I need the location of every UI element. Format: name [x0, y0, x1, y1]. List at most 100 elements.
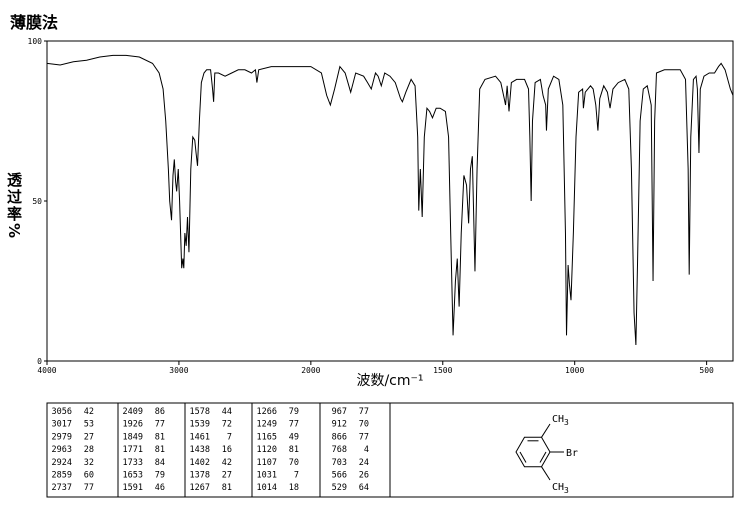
- peak-transmittance: 46: [155, 483, 165, 493]
- structure: [515, 423, 564, 481]
- group-label: Br: [566, 448, 578, 459]
- x-tick-label: 500: [699, 366, 714, 375]
- peak-transmittance: 77: [289, 420, 299, 430]
- bond: [541, 423, 551, 438]
- peak-transmittance: 42: [222, 458, 232, 468]
- peak-wavenumber: 1267: [190, 483, 210, 493]
- peak-wavenumber: 1461: [190, 432, 210, 442]
- peak-wavenumber: 1014: [257, 483, 277, 493]
- peak-wavenumber: 1849: [123, 432, 143, 442]
- peak-table: 3056 42 3017 53 2979 27 2963 28 2924 32 2859 60 2737…: [52, 407, 369, 493]
- peak-wavenumber: 1926: [123, 420, 143, 430]
- peak-transmittance: 77: [155, 420, 165, 430]
- peak-transmittance: 77: [84, 483, 94, 493]
- peak-transmittance: 16: [222, 445, 232, 455]
- peak-wavenumber: 1539: [190, 420, 210, 430]
- peak-wavenumber: 1438: [190, 445, 210, 455]
- peak-wavenumber: 1402: [190, 458, 210, 468]
- peak-transmittance: 64: [359, 483, 369, 493]
- peak-transmittance: 70: [359, 420, 369, 430]
- x-tick-label: 1500: [433, 366, 452, 375]
- peak-wavenumber: 1591: [123, 483, 143, 493]
- y-tick-label: 100: [28, 37, 43, 46]
- peak-wavenumber: 2859: [52, 471, 72, 481]
- plot-area: 4000 3000 2000 1500 1000 500 0 50 100: [28, 37, 734, 375]
- group-subscript: 3: [564, 486, 569, 495]
- peak-wavenumber: 2924: [52, 458, 72, 468]
- peak-wavenumber: 1266: [257, 407, 277, 417]
- peak-wavenumber: 1578: [190, 407, 210, 417]
- peak-transmittance: 70: [289, 458, 299, 468]
- x-tick-label: 2000: [301, 366, 320, 375]
- benzene-ring: [515, 436, 551, 468]
- peak-wavenumber: 703: [332, 458, 347, 468]
- peak-transmittance: 24: [359, 458, 369, 468]
- peak-transmittance: 72: [222, 420, 232, 430]
- peak-transmittance: 28: [84, 445, 94, 455]
- peak-transmittance: 86: [155, 407, 165, 417]
- peak-transmittance: 84: [155, 458, 165, 468]
- peak-wavenumber: 768: [332, 445, 347, 455]
- peak-transmittance: 32: [84, 458, 94, 468]
- peak-wavenumber: 566: [332, 471, 347, 481]
- peak-wavenumber: 967: [332, 407, 347, 417]
- plot-frame: [46, 40, 734, 362]
- peak-wavenumber: 1031: [257, 471, 277, 481]
- peak-transmittance: 7: [294, 471, 299, 481]
- peak-transmittance: 79: [289, 407, 299, 417]
- peak-wavenumber: 1120: [257, 445, 277, 455]
- x-tick-label: 3000: [169, 366, 188, 375]
- peak-transmittance: 4: [364, 445, 369, 455]
- x-tick-label: 4000: [37, 366, 56, 375]
- spectrum-line: [46, 54, 734, 346]
- peak-transmittance: 18: [289, 483, 299, 493]
- chart-title: 薄膜法: [10, 13, 58, 32]
- peak-wavenumber: 3017: [52, 420, 72, 430]
- peak-wavenumber: 2409: [123, 407, 143, 417]
- peak-transmittance: 27: [222, 471, 232, 481]
- group-main: CH: [552, 482, 564, 493]
- peak-transmittance: 49: [289, 432, 299, 442]
- group-subscript: 3: [564, 418, 569, 427]
- peak-wavenumber: 1733: [123, 458, 143, 468]
- y-axis-label: 透过率%: [5, 172, 23, 240]
- group-label: CH3: [552, 482, 569, 495]
- x-tick-label: 1000: [565, 366, 584, 375]
- peak-transmittance: 81: [289, 445, 299, 455]
- peak-wavenumber: 2737: [52, 483, 72, 493]
- peak-transmittance: 60: [84, 471, 94, 481]
- peak-wavenumber: 912: [332, 420, 347, 430]
- peak-transmittance: 79: [155, 471, 165, 481]
- peak-transmittance: 26: [359, 471, 369, 481]
- peak-wavenumber: 529: [332, 483, 347, 493]
- peak-wavenumber: 1378: [190, 471, 210, 481]
- peak-wavenumber: 1653: [123, 471, 143, 481]
- bond: [541, 466, 551, 481]
- x-axis-label: 波数/cm⁻¹: [356, 373, 423, 389]
- peak-transmittance: 44: [222, 407, 232, 417]
- peak-transmittance: 77: [359, 432, 369, 442]
- peak-wavenumber: 1771: [123, 445, 143, 455]
- peak-wavenumber: 1249: [257, 420, 277, 430]
- peak-transmittance: 81: [155, 445, 165, 455]
- double-bond: [519, 451, 527, 463]
- group-main: CH: [552, 414, 564, 425]
- peak-wavenumber: 1107: [257, 458, 277, 468]
- peak-transmittance: 81: [155, 432, 165, 442]
- peak-transmittance: 81: [222, 483, 232, 493]
- peak-transmittance: 77: [359, 407, 369, 417]
- peak-transmittance: 42: [84, 407, 94, 417]
- y-tick-label: 50: [32, 197, 42, 206]
- peak-transmittance: 27: [84, 432, 94, 442]
- peak-wavenumber: 3056: [52, 407, 72, 417]
- peak-transmittance: 7: [227, 432, 232, 442]
- peak-wavenumber: 2979: [52, 432, 72, 442]
- peak-transmittance: 53: [84, 420, 94, 430]
- peak-wavenumber: 866: [332, 432, 347, 442]
- peak-wavenumber: 1165: [257, 432, 277, 442]
- double-bond: [539, 451, 547, 463]
- y-tick-label: 0: [37, 357, 42, 366]
